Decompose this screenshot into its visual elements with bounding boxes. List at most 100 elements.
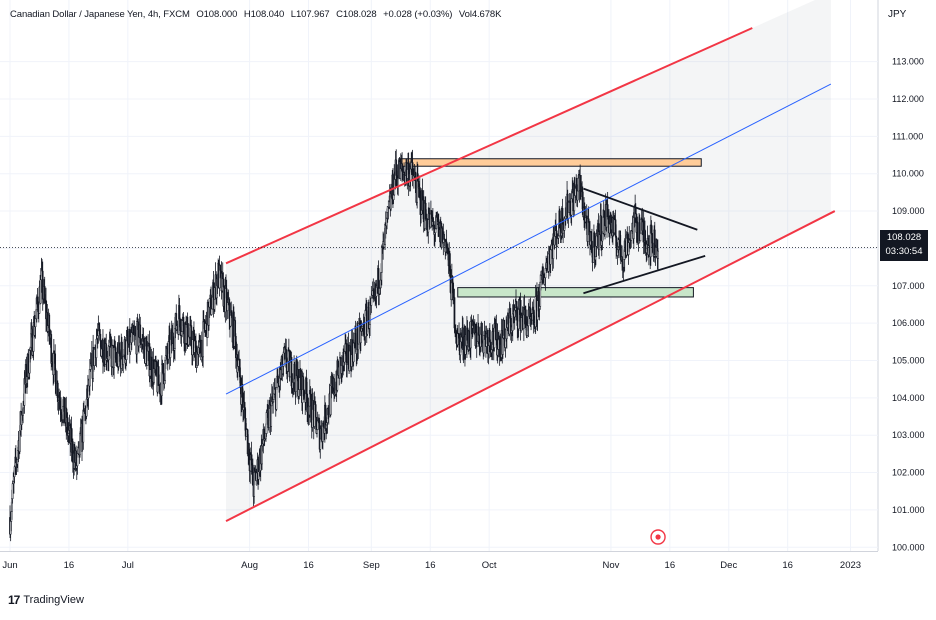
brand-name: TradingView — [23, 594, 84, 606]
last-price-value: 108.028 — [886, 232, 922, 243]
candle-body — [592, 246, 595, 263]
candle-body — [636, 222, 639, 236]
candle-body — [130, 332, 133, 343]
candle-body — [567, 212, 570, 219]
time-tick-label: 16 — [782, 560, 793, 571]
time-tick-label: Nov — [602, 560, 619, 571]
candle-body — [419, 190, 422, 215]
drawings — [0, 27, 878, 545]
candle-body — [289, 361, 292, 378]
ohlc-open: O108.000 — [196, 9, 238, 20]
candle-body — [121, 341, 123, 360]
candle-body — [93, 348, 96, 366]
candle-body — [125, 340, 128, 360]
candle-body — [314, 404, 317, 418]
price-tick-label: 113.000 — [892, 57, 924, 67]
time-tick-label: 16 — [303, 560, 314, 571]
price-tick-label: 100.000 — [892, 542, 925, 552]
candle-body — [138, 337, 140, 347]
candle-body — [453, 297, 456, 329]
candle-body — [370, 297, 373, 306]
candle-body — [89, 369, 91, 387]
time-tick-label: Aug — [241, 560, 258, 571]
candle-body — [34, 318, 37, 327]
candle-body — [502, 337, 504, 355]
candle-body — [54, 369, 57, 394]
candle-body — [199, 339, 202, 354]
candle-body — [210, 308, 213, 315]
ohlc-high: H108.040 — [243, 9, 285, 20]
candle-body — [11, 483, 14, 499]
candle-body — [587, 218, 590, 223]
price-tick-label: 103.000 — [892, 430, 925, 440]
channel-fill — [226, 0, 831, 522]
triangle-lower-line — [583, 255, 706, 295]
channel-mid-line — [225, 83, 832, 395]
tradingview-brand[interactable]: 17 TradingView — [8, 593, 84, 607]
candle-body — [100, 348, 103, 357]
channel-lower-line — [225, 210, 836, 523]
time-tick-label: Jun — [2, 560, 17, 571]
tradingview-logo-icon: 17 — [8, 593, 20, 607]
price-tick-label: 111.000 — [892, 131, 923, 141]
price-tick-label: 104.000 — [892, 393, 925, 403]
candle-body — [401, 163, 403, 170]
symbol-title[interactable]: Canadian Dollar / Japanese Yen, 4h, FXCM — [10, 9, 190, 20]
candle-body — [613, 218, 616, 234]
ohlc-close: C108.028 — [336, 9, 377, 20]
candle-body — [540, 275, 542, 283]
price-tick-label: 112.000 — [892, 94, 924, 104]
candle-body — [99, 333, 102, 342]
candle-body — [275, 387, 278, 410]
candle-body — [178, 305, 181, 320]
candle-body — [191, 339, 194, 356]
price-axis[interactable]: 113.000112.000111.000110.000109.000108.0… — [892, 57, 925, 553]
candle-body — [113, 347, 115, 368]
candle-body — [657, 250, 659, 259]
time-tick-label: 16 — [64, 560, 75, 571]
time-tick-label: 2023 — [840, 560, 861, 571]
chart-legend: Canadian Dollar / Japanese Yen, 4h, FXCM… — [10, 9, 505, 20]
candle-body — [550, 244, 553, 250]
candle-body — [63, 397, 66, 424]
candle-body — [458, 333, 460, 339]
support-zone — [457, 287, 694, 298]
candle-body — [602, 216, 604, 234]
currency-label: JPY — [888, 9, 907, 20]
candle-body — [481, 322, 483, 343]
candle-body — [41, 270, 44, 300]
candle-body — [593, 232, 596, 261]
candle-body — [320, 428, 323, 440]
time-tick-label: Dec — [720, 560, 737, 571]
time-tick-label: 16 — [425, 560, 436, 571]
time-tick-label: Oct — [482, 560, 497, 571]
time-tick-label: Sep — [363, 560, 380, 571]
candles — [9, 149, 659, 542]
candle-body — [54, 353, 57, 371]
price-tick-label: 105.000 — [892, 355, 925, 365]
time-tick-label: 16 — [665, 560, 676, 571]
bar-countdown: 03:30:54 — [885, 246, 923, 257]
channel-upper-line — [225, 27, 753, 265]
channel-fill-area — [226, 0, 831, 522]
candle-body — [162, 363, 165, 374]
candle-body — [549, 249, 552, 265]
price-tick-label: 102.000 — [892, 468, 925, 478]
candle-body — [606, 204, 609, 218]
last-price-badge: 108.028 03:30:54 — [880, 230, 928, 261]
time-tick-label: Jul — [122, 560, 134, 571]
time-axis[interactable]: Jun 16 Jul Aug 16 Sep 16 Oct Nov 16 Dec 16 2023 — [2, 560, 861, 571]
price-tick-label: 106.000 — [892, 318, 925, 328]
candle-body — [651, 233, 654, 244]
price-tick-label: 101.000 — [892, 505, 925, 515]
candle-body — [186, 317, 189, 345]
candle-body — [79, 433, 81, 456]
timeline-marker-dot — [655, 534, 661, 540]
price-tick-label: 109.000 — [892, 206, 925, 216]
volume-label: Vol4.678K — [458, 9, 502, 20]
candle-body — [149, 369, 151, 377]
triangle-upper-line — [583, 187, 698, 231]
ohlc-low: L107.967 — [290, 9, 330, 20]
price-change: +0.028 (+0.03%) — [383, 9, 453, 20]
